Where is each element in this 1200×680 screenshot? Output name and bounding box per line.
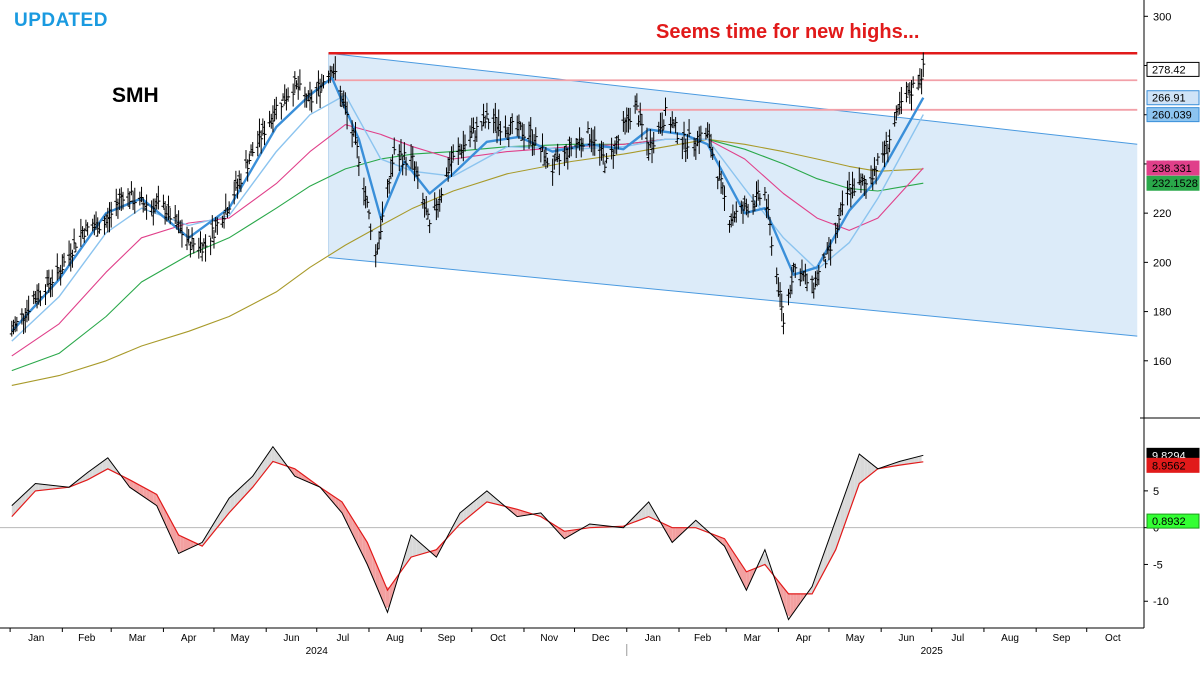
x-month-label: Apr [796,633,812,644]
value-label-text: 8.9562 [1152,460,1186,472]
x-month-label: Sep [438,633,456,644]
oscillator-fill-up [106,459,109,470]
x-month-label: Oct [490,633,506,644]
x-year-label: 2025 [921,646,944,657]
x-month-label: May [846,633,865,644]
oscillator-fill-up [35,484,38,491]
value-label: 278.42 [1147,62,1199,76]
value-label: 238.331 [1147,161,1199,175]
x-month-label: Mar [744,633,762,644]
x-month-label: Mar [129,633,147,644]
value-label: 260.039 [1147,108,1199,122]
x-month-label: Aug [1001,633,1019,644]
x-month-label: Jan [28,633,44,644]
x-month-label: Oct [1105,633,1121,644]
value-label: 232.1528 [1147,176,1199,190]
osc-y-tick-label: 5 [1153,486,1159,498]
chart-headline: Seems time for new highs... [656,21,919,44]
x-month-label: May [231,633,250,644]
oscillator-fill-down [787,592,790,618]
value-label-text: 0.8932 [1152,516,1186,528]
price-y-tick-label: 200 [1153,257,1171,269]
oscillator-fill-down [184,537,187,551]
value-label: 266.91 [1147,91,1199,105]
oscillator-fill-up [861,455,864,482]
price-y-tick-label: 180 [1153,307,1171,319]
x-month-label: Jun [283,633,299,644]
oscillator-fill-up [42,484,45,490]
value-label-text: 238.331 [1152,163,1192,175]
oscillator-fill-down [180,536,183,553]
x-month-label: Jun [898,633,914,644]
x-month-label: Jul [951,633,964,644]
price-y-tick-label: 300 [1153,11,1171,23]
value-label-text: 232.1528 [1152,178,1198,190]
x-month-label: Aug [386,633,404,644]
osc-y-tick-label: -10 [1153,596,1169,608]
status-label: UPDATED [14,10,108,32]
x-year-label: 2024 [306,646,329,657]
x-month-label: Sep [1053,633,1071,644]
x-month-label: Feb [694,633,712,644]
price-y-tick-label: 220 [1153,208,1171,220]
oscillator-fill-up [39,484,42,491]
x-month-label: Apr [181,633,197,644]
x-month-label: Jul [336,633,349,644]
x-month-label: Nov [540,633,558,644]
value-label-text: 260.039 [1152,110,1192,122]
ticker-symbol: SMH [112,84,159,108]
osc-y-tick-label: -5 [1153,559,1163,571]
x-month-label: Feb [78,633,96,644]
oscillator-fill-up [864,458,867,479]
value-label: 8.9562 [1147,458,1199,472]
value-label-text: 266.91 [1152,93,1186,105]
value-label-text: 278.42 [1152,64,1186,76]
price-y-tick-label: 160 [1153,356,1171,368]
x-month-label: Dec [592,633,610,644]
value-label: 0.8932 [1147,514,1199,528]
x-month-label: Jan [645,633,661,644]
